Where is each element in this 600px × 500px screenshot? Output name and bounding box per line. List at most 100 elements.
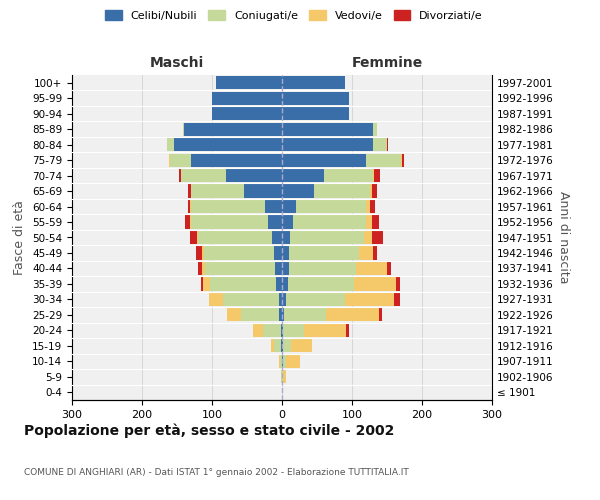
Bar <box>283 354 286 368</box>
Bar <box>188 200 190 213</box>
Bar <box>282 324 283 337</box>
Bar <box>286 354 300 368</box>
Y-axis label: Anni di nascita: Anni di nascita <box>557 191 570 284</box>
Bar <box>227 308 241 322</box>
Bar <box>275 262 282 275</box>
Bar <box>283 340 291 352</box>
Text: Popolazione per età, sesso e stato civile - 2002: Popolazione per età, sesso e stato civil… <box>24 424 394 438</box>
Bar <box>282 246 289 260</box>
Bar <box>277 278 282 290</box>
Bar <box>387 262 391 275</box>
Bar <box>284 308 326 322</box>
Bar <box>196 246 202 260</box>
Bar <box>354 278 396 290</box>
Bar <box>289 262 355 275</box>
Bar <box>283 324 304 337</box>
Bar <box>198 231 271 244</box>
Bar <box>279 308 282 322</box>
Bar <box>182 122 184 136</box>
Bar <box>282 169 324 182</box>
Bar <box>209 293 223 306</box>
Bar <box>355 262 387 275</box>
Bar <box>314 184 370 198</box>
Legend: Celibi/Nubili, Coniugati/e, Vedovi/e, Divorziati/e: Celibi/Nubili, Coniugati/e, Vedovi/e, Di… <box>101 6 487 25</box>
Bar <box>346 324 349 337</box>
Bar <box>287 278 354 290</box>
Bar <box>190 200 191 213</box>
Bar <box>283 370 286 384</box>
Bar <box>187 184 191 198</box>
Bar <box>379 308 382 322</box>
Bar <box>203 278 210 290</box>
Bar <box>278 354 280 368</box>
Y-axis label: Fasce di età: Fasce di età <box>13 200 26 275</box>
Bar <box>191 200 265 213</box>
Bar <box>290 231 364 244</box>
Bar <box>291 340 312 352</box>
Bar <box>286 293 345 306</box>
Bar <box>281 324 282 337</box>
Bar <box>241 308 279 322</box>
Bar <box>282 107 349 120</box>
Bar <box>263 324 281 337</box>
Bar <box>278 293 282 306</box>
Bar <box>210 278 277 290</box>
Bar <box>366 200 370 213</box>
Bar <box>402 154 404 166</box>
Bar <box>205 262 275 275</box>
Bar <box>191 184 244 198</box>
Bar <box>359 246 373 260</box>
Bar <box>185 216 190 228</box>
Bar <box>289 246 359 260</box>
Bar <box>191 216 268 228</box>
Bar <box>373 246 377 260</box>
Bar <box>345 293 394 306</box>
Bar <box>201 278 203 290</box>
Bar <box>212 92 282 105</box>
Bar <box>265 200 282 213</box>
Bar <box>202 262 205 275</box>
Bar <box>371 216 379 228</box>
Bar <box>366 216 371 228</box>
Bar <box>282 76 345 90</box>
Bar <box>370 200 375 213</box>
Bar <box>373 169 374 182</box>
Bar <box>282 138 373 151</box>
Bar <box>374 169 380 182</box>
Bar <box>169 154 170 166</box>
Bar <box>401 154 402 166</box>
Bar <box>226 169 282 182</box>
Bar <box>371 184 377 198</box>
Bar <box>304 324 346 337</box>
Bar <box>282 278 287 290</box>
Bar <box>364 231 372 244</box>
Bar <box>282 200 296 213</box>
Bar <box>282 293 286 306</box>
Bar <box>179 169 181 182</box>
Bar <box>281 340 282 352</box>
Bar <box>366 154 401 166</box>
Bar <box>282 340 283 352</box>
Bar <box>173 138 282 151</box>
Bar <box>281 370 282 384</box>
Bar <box>296 200 366 213</box>
Bar <box>282 308 284 322</box>
Bar <box>198 262 202 275</box>
Bar <box>282 262 289 275</box>
Bar <box>184 122 282 136</box>
Bar <box>324 169 373 182</box>
Bar <box>215 76 282 90</box>
Bar <box>396 278 400 290</box>
Bar <box>268 216 282 228</box>
Text: Femmine: Femmine <box>352 56 422 70</box>
Bar <box>387 138 388 151</box>
Bar <box>197 231 198 244</box>
Bar <box>282 92 349 105</box>
Bar <box>373 138 387 151</box>
Bar <box>282 231 290 244</box>
Bar <box>394 293 400 306</box>
Bar <box>223 293 278 306</box>
Bar <box>326 308 379 322</box>
Bar <box>244 184 282 198</box>
Bar <box>170 154 191 166</box>
